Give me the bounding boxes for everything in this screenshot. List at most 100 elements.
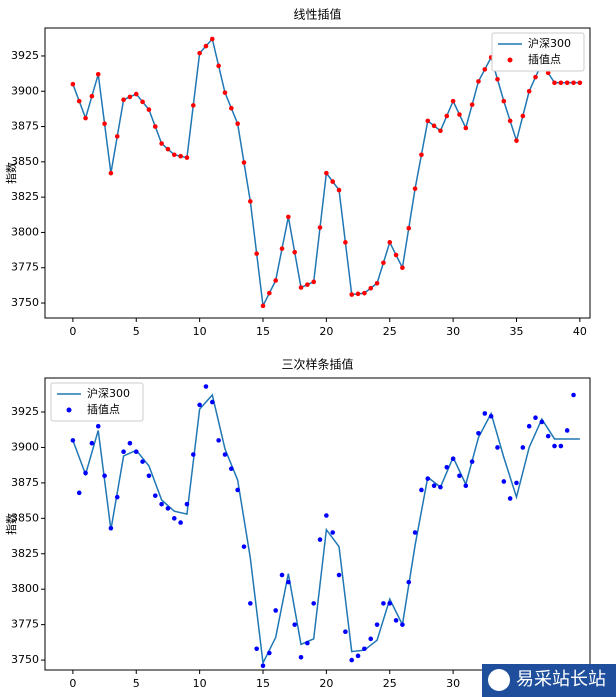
data-point bbox=[133, 449, 139, 455]
data-point bbox=[514, 480, 519, 486]
data-point bbox=[488, 413, 494, 419]
data-point bbox=[438, 484, 443, 490]
data-point bbox=[222, 90, 228, 95]
data-point bbox=[368, 636, 374, 642]
data-point bbox=[286, 214, 291, 220]
data-point bbox=[450, 456, 456, 462]
y-axis-label: 指数 bbox=[4, 162, 18, 184]
data-point bbox=[102, 473, 107, 479]
data-point bbox=[241, 544, 247, 549]
data-point bbox=[520, 113, 526, 119]
data-point bbox=[127, 94, 133, 100]
series-line bbox=[72, 393, 580, 666]
y-tick-label: 3750 bbox=[11, 296, 39, 309]
data-point bbox=[222, 452, 228, 457]
data-point bbox=[564, 428, 570, 433]
data-point bbox=[114, 134, 120, 139]
data-point bbox=[533, 415, 538, 420]
data-point bbox=[393, 618, 399, 623]
data-point bbox=[273, 608, 278, 613]
data-point bbox=[273, 278, 278, 283]
y-tick-label: 3850 bbox=[11, 511, 39, 524]
data-point bbox=[70, 81, 76, 87]
data-point bbox=[545, 70, 551, 76]
data-point bbox=[267, 650, 272, 656]
data-point bbox=[235, 121, 240, 127]
data-point bbox=[349, 292, 355, 297]
data-point bbox=[476, 79, 481, 84]
data-point bbox=[406, 225, 412, 231]
data-point bbox=[210, 399, 215, 405]
y-tick-label: 3800 bbox=[11, 225, 39, 238]
x-tick-label: 25 bbox=[383, 325, 397, 338]
chart-title: 三次样条插值 bbox=[281, 357, 353, 372]
y-tick-label: 3800 bbox=[11, 582, 39, 595]
data-point bbox=[114, 494, 120, 500]
data-point bbox=[210, 36, 215, 42]
data-point bbox=[501, 479, 507, 484]
data-point bbox=[305, 640, 310, 646]
data-point bbox=[469, 102, 475, 107]
data-point bbox=[83, 470, 88, 476]
data-point bbox=[368, 285, 374, 291]
data-point bbox=[133, 91, 139, 97]
data-point bbox=[121, 97, 126, 103]
x-tick-label: 15 bbox=[256, 325, 270, 338]
data-point bbox=[343, 629, 348, 635]
data-point bbox=[482, 411, 488, 416]
data-point bbox=[324, 170, 329, 176]
data-point bbox=[317, 225, 323, 230]
x-tick-label: 15 bbox=[256, 677, 270, 690]
x-tick-label: 35 bbox=[509, 325, 523, 338]
data-point bbox=[526, 88, 532, 94]
data-point bbox=[95, 72, 101, 77]
x-tick-label: 5 bbox=[133, 325, 140, 338]
data-point bbox=[349, 657, 355, 663]
data-point bbox=[533, 74, 538, 80]
y-tick-label: 3825 bbox=[11, 547, 39, 560]
data-point bbox=[229, 105, 234, 111]
data-point bbox=[336, 187, 342, 193]
data-point bbox=[450, 98, 456, 104]
plot-frame bbox=[44, 27, 591, 319]
legend-label: 沪深300 bbox=[528, 36, 571, 50]
data-point bbox=[165, 506, 171, 511]
data-point bbox=[355, 653, 361, 659]
data-point bbox=[311, 279, 316, 285]
data-point bbox=[431, 483, 437, 489]
data-point bbox=[564, 80, 570, 86]
data-point bbox=[121, 449, 126, 455]
data-point bbox=[558, 80, 564, 86]
data-point bbox=[514, 138, 519, 143]
data-point bbox=[419, 487, 424, 493]
data-point bbox=[140, 459, 145, 464]
data-point bbox=[539, 419, 545, 425]
watermark-text: 易采站长站 bbox=[516, 669, 606, 690]
data-point bbox=[501, 98, 507, 104]
data-point bbox=[393, 252, 399, 258]
data-point bbox=[387, 601, 393, 606]
y-tick-label: 3900 bbox=[11, 84, 39, 97]
data-point bbox=[577, 80, 583, 86]
data-point bbox=[76, 490, 82, 496]
y-tick-label: 3900 bbox=[11, 440, 39, 453]
data-point bbox=[444, 465, 450, 470]
x-tick-label: 30 bbox=[446, 325, 460, 338]
data-point bbox=[507, 118, 513, 124]
data-point bbox=[178, 520, 183, 525]
data-point bbox=[400, 265, 405, 271]
data-point bbox=[406, 579, 412, 585]
x-tick-label: 20 bbox=[319, 325, 333, 338]
data-point bbox=[292, 249, 297, 255]
y-tick-label: 3750 bbox=[11, 653, 39, 666]
data-point bbox=[412, 530, 418, 535]
data-point bbox=[216, 438, 221, 443]
data-point bbox=[229, 466, 234, 472]
data-point bbox=[463, 483, 469, 489]
data-point bbox=[425, 118, 431, 124]
data-point bbox=[330, 530, 336, 535]
data-point bbox=[571, 80, 576, 86]
data-point bbox=[463, 125, 469, 131]
